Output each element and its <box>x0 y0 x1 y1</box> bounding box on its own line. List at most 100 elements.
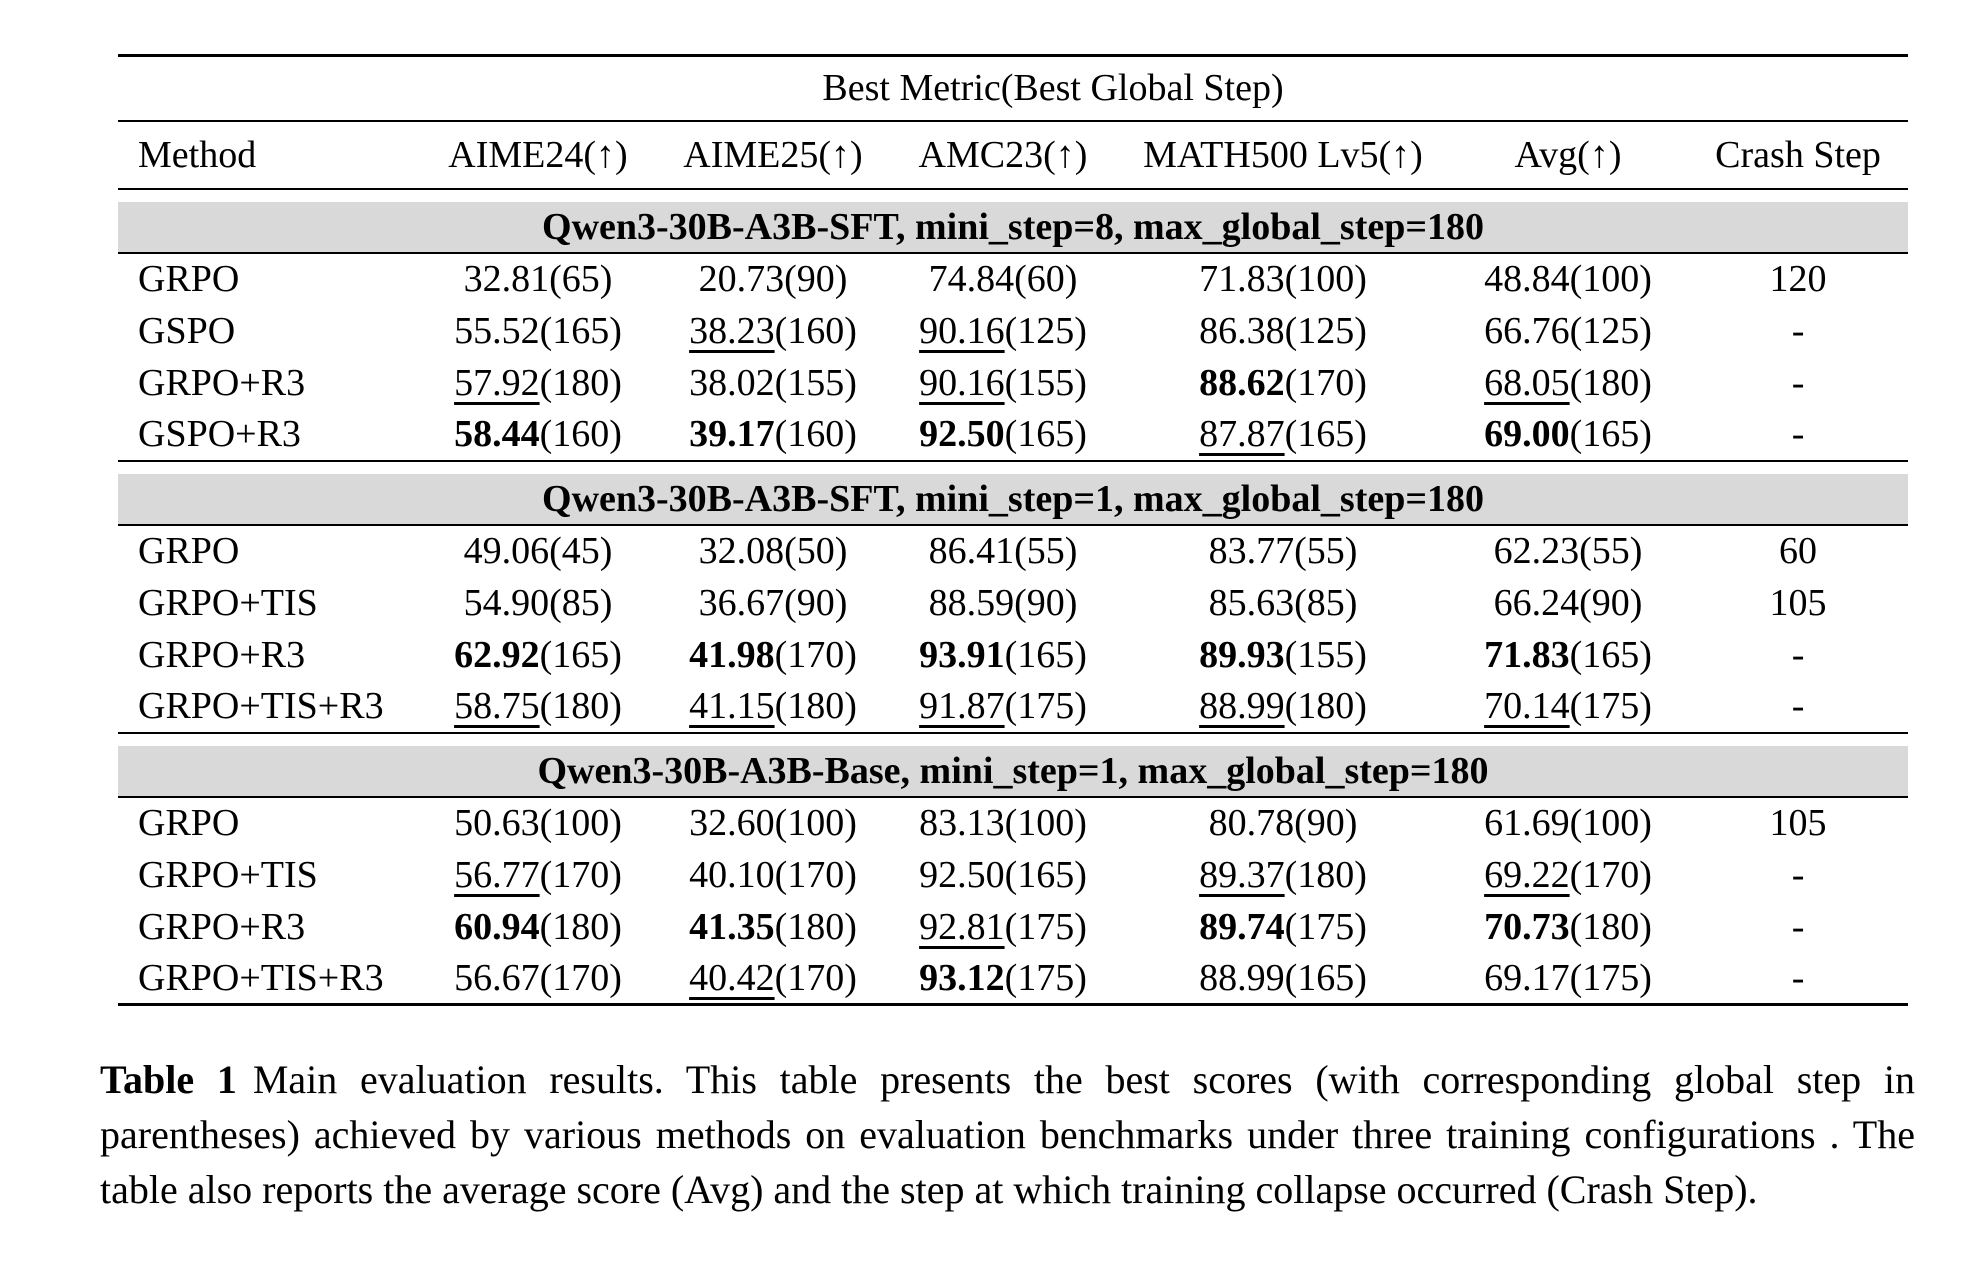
best-score: 91.87 <box>919 685 1005 727</box>
metric-cell: 56.77(170) <box>418 849 658 901</box>
best-score: 41.35 <box>689 905 775 948</box>
metric-cell: 71.83(100) <box>1118 253 1448 305</box>
best-global-step: (100) <box>1284 258 1367 300</box>
best-score: 41.15 <box>689 685 775 727</box>
metric-cell: 88.99(180) <box>1118 680 1448 734</box>
metric-cell: 92.81(175) <box>888 901 1118 953</box>
best-global-step: (180) <box>1284 853 1367 896</box>
best-global-step: (125) <box>1004 309 1087 352</box>
best-score: 50.63 <box>454 802 540 844</box>
section-header-cell: Qwen3-30B-A3B-Base, mini_step=1, max_glo… <box>118 731 1909 798</box>
best-score: 39.17 <box>689 413 775 455</box>
metric-cell: 90.16(125) <box>888 305 1118 357</box>
column-header-aime24: AIME24(↑) <box>418 120 658 190</box>
best-global-step: (180) <box>774 905 857 948</box>
metric-cell: 68.05(180) <box>1448 357 1688 409</box>
method-cell: GRPO <box>138 802 240 844</box>
section-header-row: Qwen3-30B-A3B-SFT, mini_step=8, max_glob… <box>118 187 1909 254</box>
metric-cell: 80.78(90) <box>1118 797 1448 849</box>
spanner-spacer-right <box>1688 55 1909 122</box>
best-score: 89.74 <box>1199 905 1285 948</box>
best-score: 49.06 <box>463 530 550 572</box>
best-global-step: (90) <box>784 581 848 624</box>
metric-cell: 88.62(170) <box>1118 357 1448 409</box>
spanner-row: Best Metric(Best Global Step) <box>118 55 1909 122</box>
best-score: 58.44 <box>454 413 540 455</box>
metric-cell: 88.99(165) <box>1118 953 1448 1005</box>
best-global-step: (60) <box>1014 258 1078 300</box>
metric-cell: 87.87(165) <box>1118 408 1448 462</box>
best-global-step: (100) <box>1004 802 1087 844</box>
metric-cell: 85.63(85) <box>1118 577 1448 629</box>
best-score: 69.17 <box>1484 956 1570 999</box>
best-global-step: (175) <box>1004 905 1087 948</box>
column-header-aime25: AIME25(↑) <box>658 120 888 190</box>
table-row: GRPO+TIS+R3 56.67(170) 40.42(170) 93.12(175… <box>118 953 1908 1005</box>
crash-step-cell: 105 <box>1769 802 1827 844</box>
best-score: 69.00 <box>1484 413 1570 455</box>
metric-cell: 91.87(175) <box>888 680 1118 734</box>
best-global-step: (165) <box>1284 413 1367 455</box>
metric-cell: 57.92(180) <box>418 357 658 409</box>
best-global-step: (55) <box>1294 530 1358 572</box>
metric-cell: 83.13(100) <box>888 797 1118 849</box>
best-global-step: (175) <box>1569 685 1652 727</box>
best-score: 62.23 <box>1493 530 1580 572</box>
metric-cell: 83.77(55) <box>1118 525 1448 577</box>
section-header-row: Qwen3-30B-A3B-Base, mini_step=1, max_glo… <box>118 731 1909 798</box>
best-global-step: (65) <box>549 258 613 300</box>
best-global-step: (180) <box>1284 685 1367 727</box>
best-global-step: (165) <box>1004 413 1087 455</box>
best-score: 32.81 <box>463 258 550 300</box>
best-global-step: (55) <box>1014 530 1078 572</box>
best-global-step: (180) <box>539 685 622 727</box>
best-score: 86.38 <box>1199 309 1285 352</box>
best-score: 62.92 <box>454 633 540 676</box>
best-score: 38.23 <box>689 309 775 352</box>
section-title: Qwen3-30B-A3B-SFT, mini_step=1, max_glob… <box>118 473 1909 524</box>
metric-cell: 36.67(90) <box>658 577 888 629</box>
best-global-step: (160) <box>774 309 857 352</box>
best-global-step: (170) <box>539 853 622 896</box>
metric-cell: 69.17(175) <box>1448 953 1688 1005</box>
caption-text: Main evaluation results. This table pres… <box>100 1057 1916 1212</box>
method-cell: GRPO <box>138 258 240 300</box>
best-score: 48.84 <box>1484 258 1570 300</box>
best-score: 80.78 <box>1208 802 1295 844</box>
section-header-cell: Qwen3-30B-A3B-SFT, mini_step=8, max_glob… <box>118 187 1909 254</box>
best-global-step: (100) <box>1569 802 1652 844</box>
best-score: 83.13 <box>919 802 1005 844</box>
table-row: GRPO+R3 62.92(165) 41.98(170) 93.91(165) 89.… <box>118 629 1908 681</box>
best-score: 56.77 <box>454 853 540 896</box>
best-global-step: (90) <box>1579 581 1643 624</box>
metric-cell: 60.94(180) <box>418 901 658 953</box>
best-score: 71.83 <box>1199 258 1285 300</box>
metric-cell: 54.90(85) <box>418 577 658 629</box>
best-global-step: (170) <box>539 956 622 999</box>
best-global-step: (180) <box>539 361 622 404</box>
method-cell: GRPO+TIS <box>138 853 318 896</box>
metric-cell: 48.84(100) <box>1448 253 1688 305</box>
best-score: 36.67 <box>698 581 785 624</box>
table-caption: Table 1 Main evaluation results. This tab… <box>100 1052 1915 1217</box>
metric-cell: 41.98(170) <box>658 629 888 681</box>
crash-step-cell: - <box>1791 853 1805 896</box>
table-row: GRPO+TIS 54.90(85) 36.67(90) 88.59(90) 85.63… <box>118 577 1908 629</box>
best-score: 69.22 <box>1484 853 1570 896</box>
best-score: 70.73 <box>1484 905 1570 948</box>
best-global-step: (165) <box>539 309 622 352</box>
best-global-step: (90) <box>1294 802 1358 844</box>
best-global-step: (180) <box>1569 361 1652 404</box>
column-header-row: Method AIME24(↑) AIME25(↑) AMC23(↑) MATH… <box>118 120 1909 190</box>
table-row: GRPO 50.63(100) 32.60(100) 83.13(100) 80.78(… <box>118 797 1908 849</box>
metric-cell: 58.44(160) <box>418 408 658 462</box>
caption-label: Table 1 <box>100 1057 237 1102</box>
best-score: 56.67 <box>454 956 540 999</box>
metric-cell: 41.35(180) <box>658 901 888 953</box>
best-global-step: (155) <box>774 361 857 404</box>
metric-cell: 66.24(90) <box>1448 577 1688 629</box>
best-score: 92.50 <box>919 413 1005 455</box>
best-global-step: (160) <box>539 413 622 455</box>
best-global-step: (155) <box>1004 361 1087 404</box>
best-score: 74.84 <box>928 258 1015 300</box>
